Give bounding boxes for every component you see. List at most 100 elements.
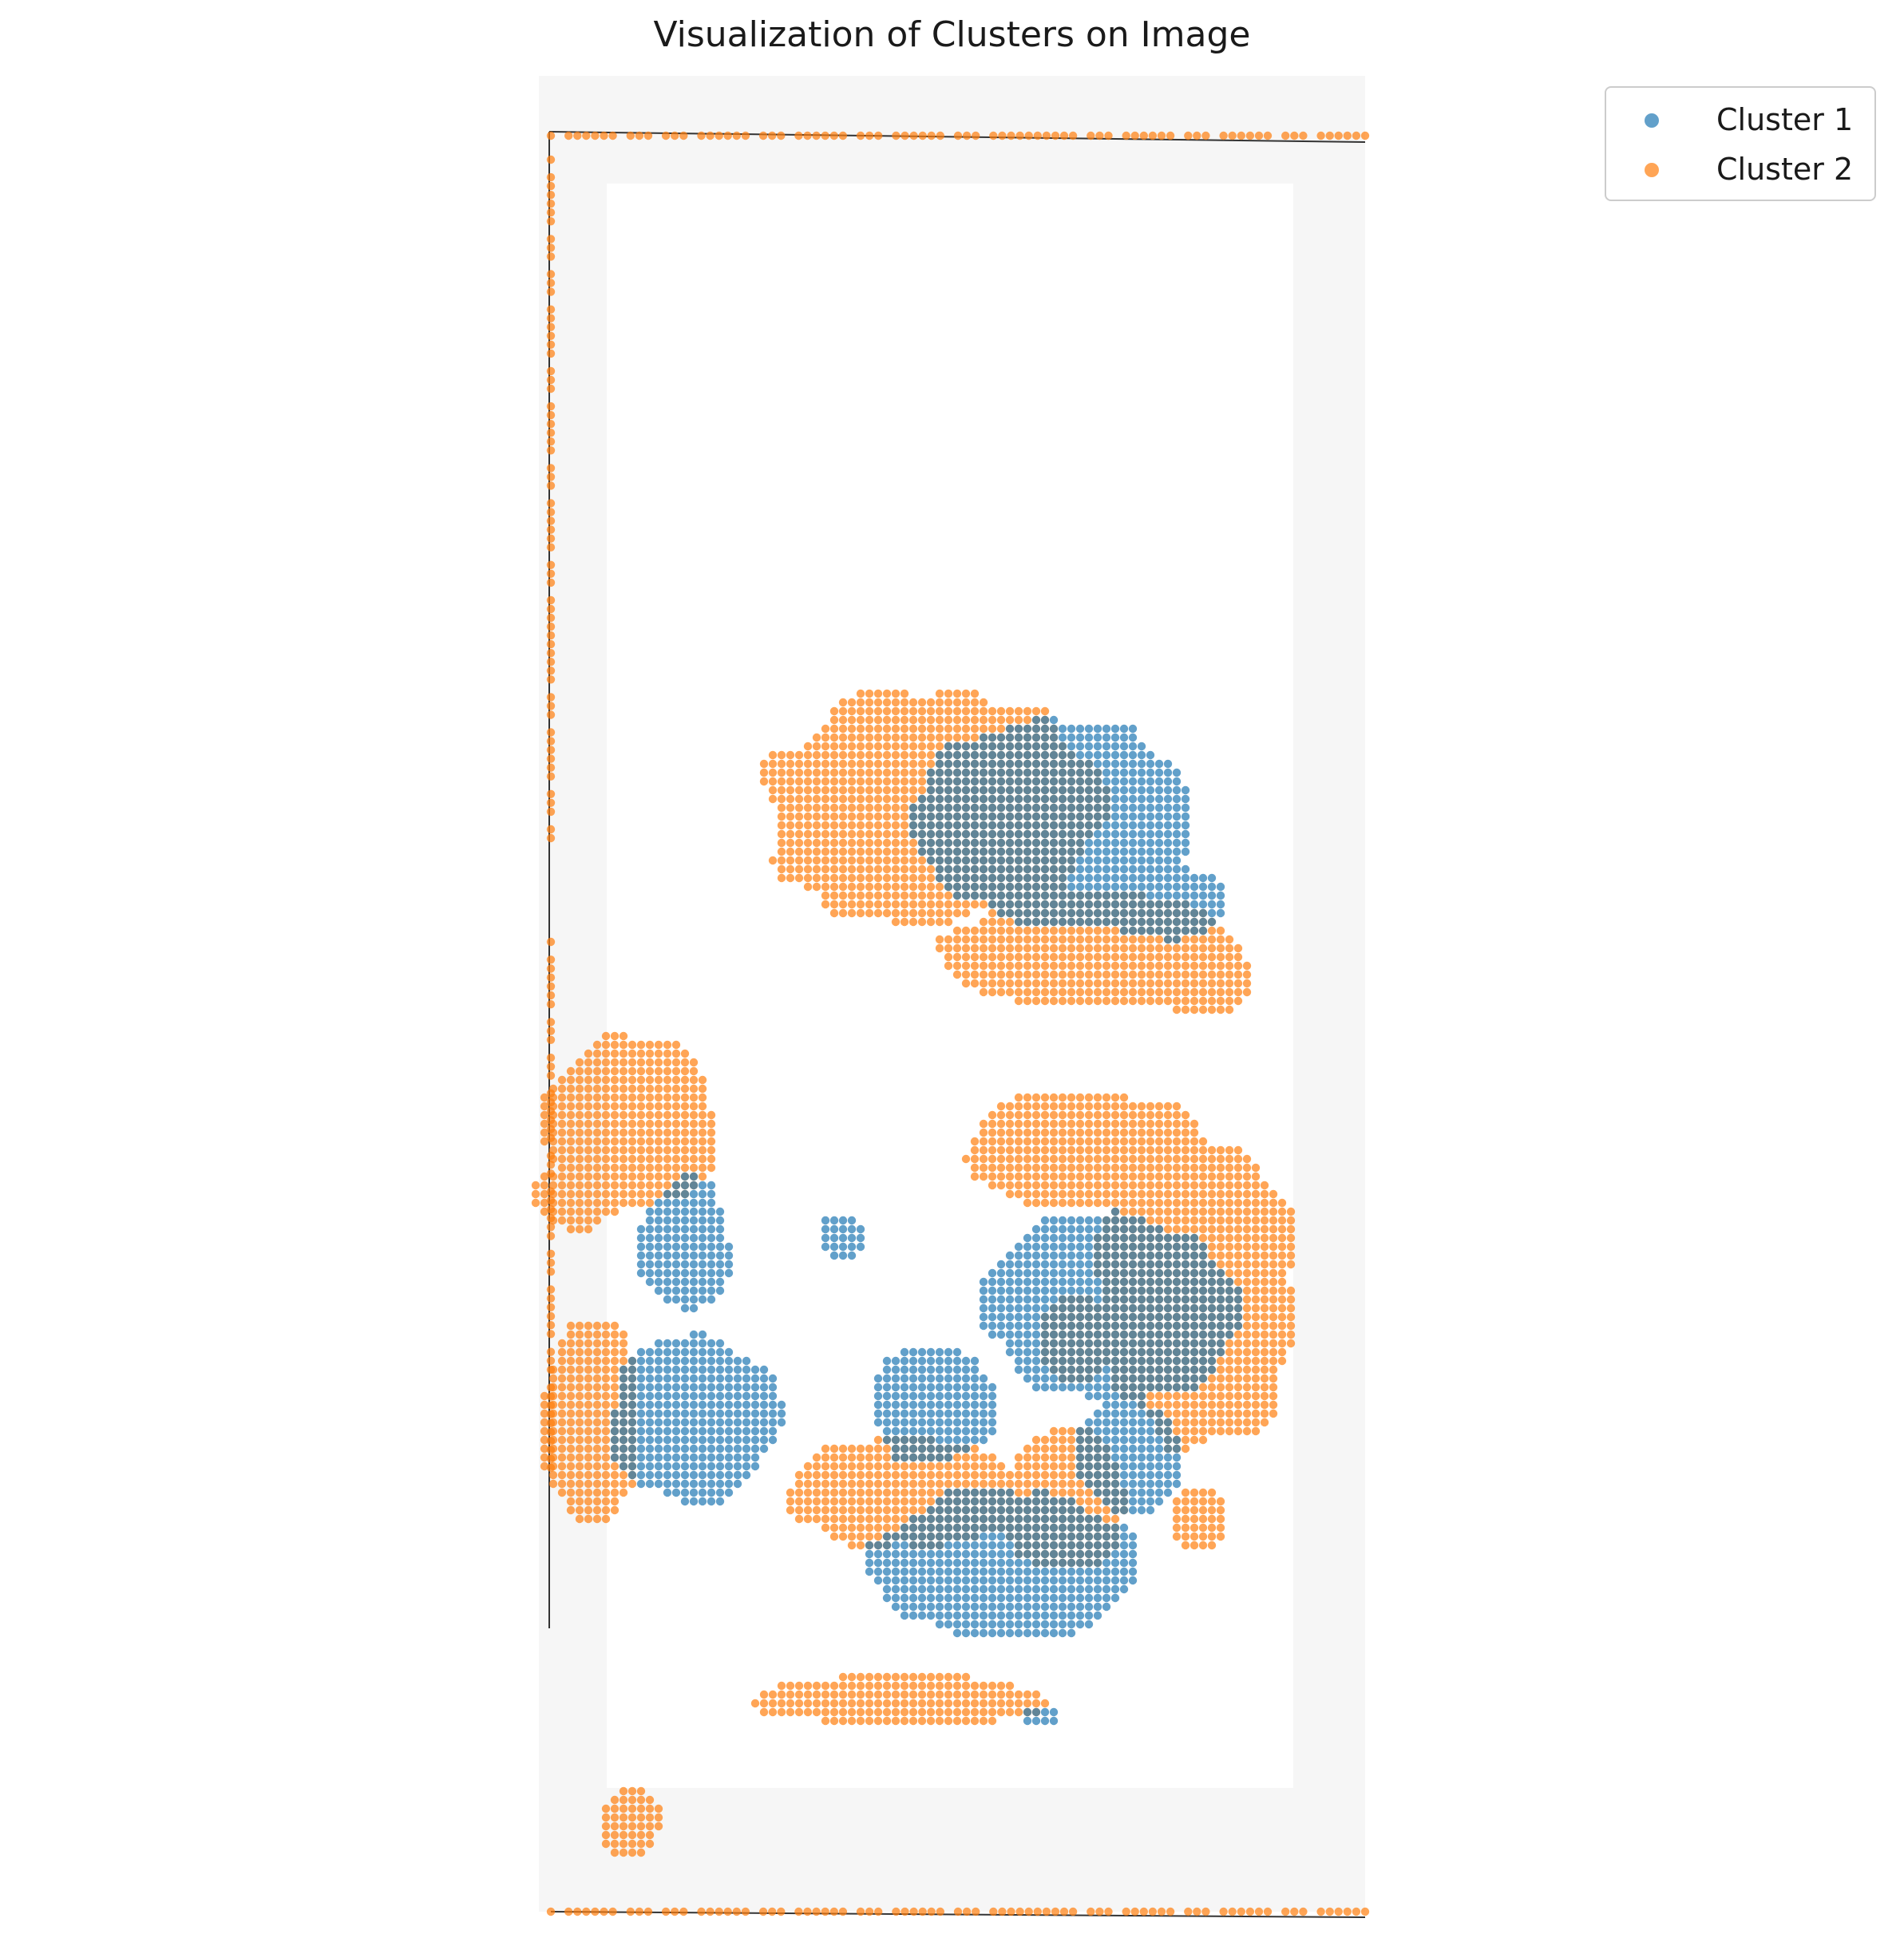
cluster-point	[768, 759, 778, 769]
cluster-point	[979, 794, 988, 804]
cluster-point	[970, 1145, 980, 1155]
cluster-point	[575, 1470, 584, 1480]
cluster-point	[610, 1145, 619, 1155]
cluster-point	[1005, 1268, 1015, 1278]
cluster-point	[1251, 1216, 1261, 1225]
cluster-point	[1233, 970, 1243, 979]
cluster-point	[1031, 706, 1041, 716]
cluster-point	[1110, 794, 1120, 804]
cluster-point	[671, 1295, 681, 1304]
cluster-point	[1031, 1268, 1041, 1278]
cluster-point	[1216, 970, 1225, 979]
cluster-point	[1181, 1532, 1190, 1541]
cluster-point	[794, 856, 804, 865]
cluster-point	[970, 1690, 980, 1699]
cluster-point	[645, 1813, 655, 1822]
cluster-point	[1128, 873, 1138, 883]
cluster-point	[1102, 970, 1111, 979]
cluster-point	[1163, 1163, 1173, 1173]
cluster-point	[1049, 891, 1059, 900]
cluster-point	[1163, 1321, 1173, 1331]
cluster-point	[1110, 1303, 1120, 1313]
cluster-point	[979, 873, 988, 883]
cluster-point	[1146, 1321, 1155, 1331]
cluster-point	[1058, 803, 1067, 813]
cluster-point	[1031, 1453, 1041, 1462]
cluster-point	[1216, 961, 1225, 971]
cluster-point	[838, 829, 848, 839]
cluster-point	[584, 1084, 593, 1094]
cluster-point	[944, 715, 953, 725]
cluster-point	[873, 1470, 883, 1480]
cluster-point	[1172, 1154, 1182, 1164]
cluster-point	[575, 1137, 584, 1146]
cluster-point	[680, 1303, 690, 1313]
cluster-point	[689, 1251, 699, 1260]
cluster-point	[531, 1189, 540, 1199]
cluster-point	[1163, 1347, 1173, 1357]
cluster-point	[1181, 970, 1190, 979]
cluster-point	[1181, 1444, 1190, 1454]
cluster-point	[873, 1479, 883, 1489]
cluster-point	[768, 785, 778, 795]
cluster-point	[546, 1401, 556, 1410]
cluster-point	[970, 698, 980, 707]
cluster-point	[1093, 952, 1102, 962]
cluster-point	[989, 1907, 998, 1916]
cluster-point	[627, 1830, 637, 1840]
cluster-point	[546, 1223, 556, 1232]
cluster-point	[1198, 1488, 1208, 1497]
cluster-point	[707, 1154, 716, 1164]
cluster-point	[671, 1163, 681, 1173]
cluster-point	[610, 1374, 619, 1383]
cluster-point	[1049, 908, 1059, 918]
cluster-point	[1040, 1128, 1050, 1137]
cluster-point	[1290, 131, 1299, 140]
cluster-point	[584, 1154, 593, 1164]
cluster-point	[1122, 1907, 1130, 1916]
cluster-point	[1058, 1110, 1067, 1120]
cluster-point	[1190, 1128, 1199, 1137]
cluster-point	[689, 1154, 699, 1164]
cluster-point	[979, 1321, 988, 1331]
cluster-point	[1269, 1374, 1278, 1383]
cluster-point	[1067, 1339, 1076, 1348]
cluster-point	[663, 1058, 672, 1067]
cluster-point	[546, 1294, 556, 1303]
cluster-point	[1128, 1128, 1138, 1137]
cluster-point	[724, 1242, 734, 1252]
cluster-point	[970, 1163, 980, 1173]
cluster-point	[847, 1242, 857, 1252]
cluster-point	[1040, 1119, 1050, 1129]
cluster-point	[592, 1145, 602, 1155]
cluster-point	[1260, 1242, 1269, 1252]
cluster-point	[917, 900, 927, 909]
cluster-point	[1277, 1224, 1287, 1234]
cluster-point	[1163, 1172, 1173, 1181]
cluster-point	[654, 1102, 663, 1111]
cluster-point	[1102, 1119, 1111, 1129]
cluster-point	[856, 1505, 865, 1515]
cluster-point	[1251, 1339, 1261, 1348]
cluster-point	[926, 750, 936, 760]
cluster-point	[1181, 785, 1190, 795]
cluster-point	[671, 1242, 681, 1252]
cluster-point	[1031, 1145, 1041, 1155]
cluster-point	[1216, 987, 1225, 997]
cluster-point	[1075, 917, 1085, 927]
cluster-point	[584, 1145, 593, 1155]
cluster-point	[1146, 1268, 1155, 1278]
cluster-point	[724, 1260, 734, 1269]
cluster-point	[714, 131, 723, 140]
cluster-point	[1031, 1479, 1041, 1489]
cluster-point	[566, 1093, 576, 1102]
cluster-point	[961, 759, 971, 769]
cluster-point	[829, 724, 839, 734]
cluster-point	[856, 794, 865, 804]
cluster-point	[952, 785, 962, 795]
cluster-point	[1005, 1181, 1015, 1190]
cluster-point	[1023, 733, 1032, 742]
cluster-point	[1137, 908, 1146, 918]
cluster-point	[1119, 1128, 1129, 1137]
cluster-point	[856, 750, 865, 760]
